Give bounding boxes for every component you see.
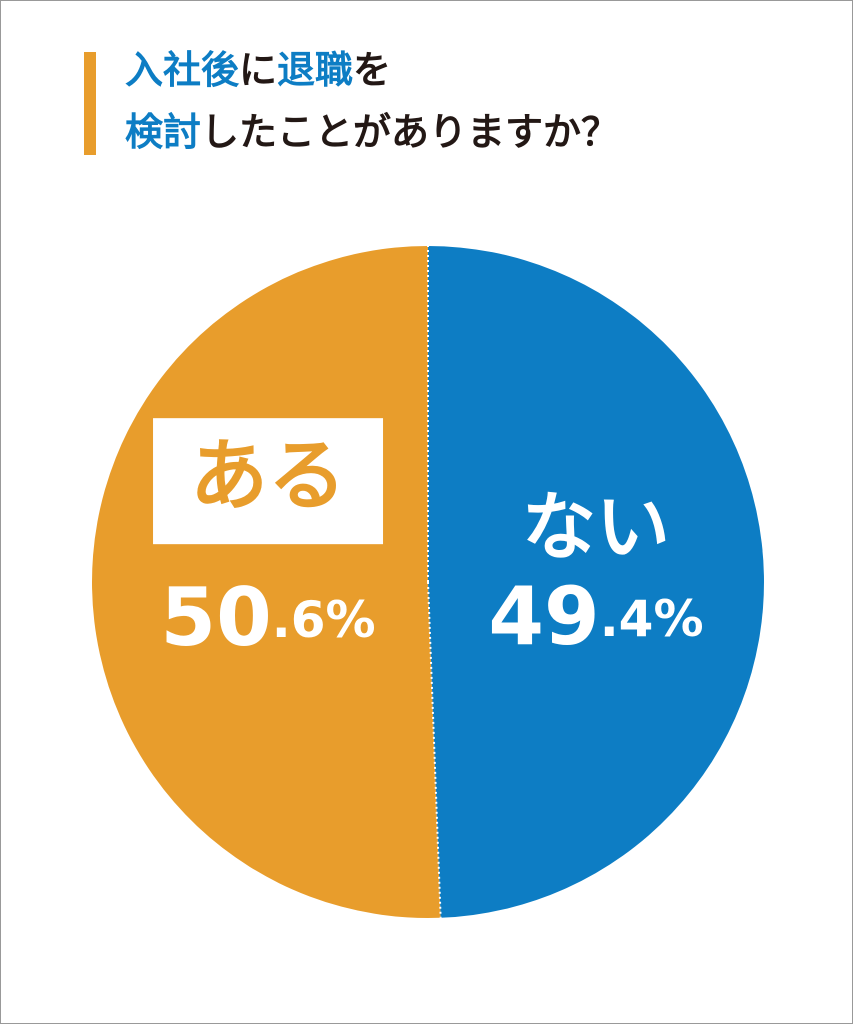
category-label: ない bbox=[522, 484, 670, 570]
title-part: したことがありますか？ bbox=[201, 110, 619, 154]
value-label: 50.6% bbox=[160, 571, 375, 664]
title-accent bbox=[84, 52, 96, 155]
chart-title: 検討したことがありますか？ bbox=[125, 110, 619, 154]
category-label: ある bbox=[190, 432, 346, 522]
title-part: 退職 bbox=[277, 48, 353, 92]
pie-slice bbox=[428, 246, 765, 918]
value-label: 49.4% bbox=[488, 570, 703, 663]
title-part: を bbox=[353, 48, 391, 92]
title-part: 入社後 bbox=[125, 48, 240, 92]
slice-divider bbox=[427, 581, 442, 918]
title-part: 検討 bbox=[125, 110, 201, 154]
chart-title: 入社後に退職を bbox=[125, 48, 391, 92]
pie-slice bbox=[92, 246, 441, 919]
title-part: に bbox=[239, 48, 277, 92]
label-box bbox=[153, 418, 384, 545]
